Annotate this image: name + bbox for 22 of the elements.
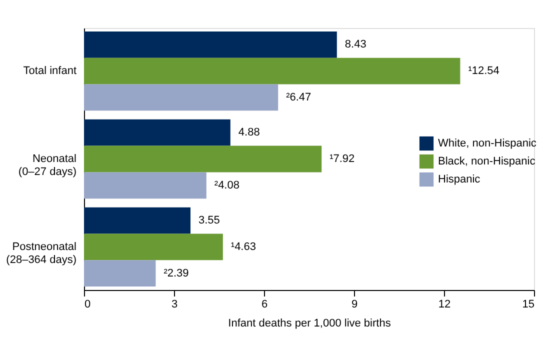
data-label: ²6.47 — [286, 91, 312, 104]
x-tick-label: 12 — [438, 298, 451, 310]
x-axis-title: Infant deaths per 1,000 live births — [228, 318, 392, 330]
x-tick-label: 15 — [522, 298, 534, 310]
x-tick-label: 0 — [84, 298, 91, 310]
x-tick-label: 6 — [261, 298, 268, 310]
y-tick-label: Total infant — [23, 65, 76, 78]
data-label: 4.88 — [238, 126, 260, 139]
data-label: 3.55 — [198, 214, 220, 227]
legend-label: White, non-Hispanic — [438, 138, 537, 150]
data-label: ²4.08 — [214, 179, 240, 192]
legend-label: Black, non-Hispanic — [438, 156, 536, 168]
x-tick-label: 3 — [171, 298, 178, 310]
data-label: ¹12.54 — [468, 65, 500, 78]
data-label: ²2.39 — [164, 267, 189, 280]
data-label: ¹4.63 — [230, 240, 256, 253]
data-label: ¹7.92 — [330, 153, 355, 165]
y-tick-label: Postneonatal (28–364 days) — [6, 240, 76, 266]
x-tick-label: 9 — [351, 298, 358, 310]
y-tick-label: Neonatal (0–27 days) — [18, 153, 76, 178]
data-label: 8.43 — [344, 38, 366, 51]
legend-label: Hispanic — [438, 174, 481, 186]
